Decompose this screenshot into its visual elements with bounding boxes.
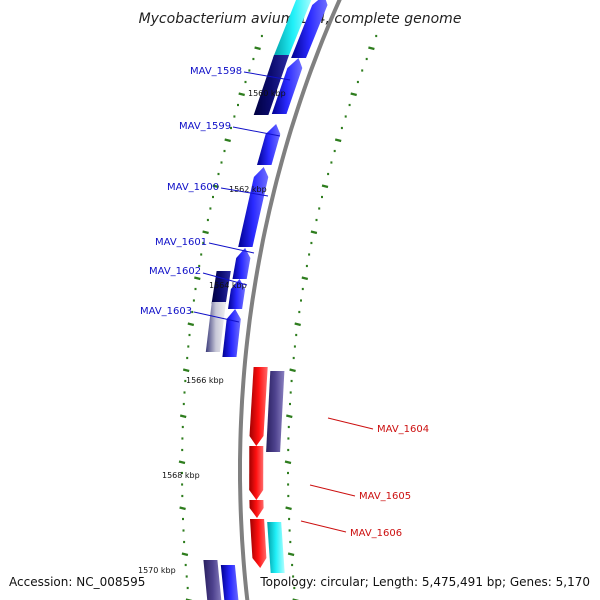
accession-text: Accession: NC_008595 [9, 575, 145, 589]
gene-label[interactable]: MAV_1601 [155, 237, 207, 248]
gene-leader-line [208, 242, 255, 254]
gc-tick [368, 46, 375, 51]
gene-arrow [266, 371, 285, 452]
gene-label[interactable]: MAV_1603 [140, 306, 192, 317]
gene-label[interactable]: MAV_1599 [179, 121, 231, 132]
gene-label[interactable]: MAV_1605 [359, 491, 411, 502]
scale-label: 1560 kbp [248, 89, 286, 98]
gc-tick [321, 184, 329, 189]
gene-leader-line [243, 71, 291, 81]
gene-leader-line [232, 126, 281, 137]
gc-tick [187, 322, 195, 327]
gc-tick [310, 230, 318, 235]
gene-arrow [232, 248, 251, 279]
gene-label[interactable]: MAV_1606 [350, 528, 402, 539]
gc-tick [294, 322, 301, 327]
gene-label[interactable]: MAV_1598 [190, 66, 242, 77]
gene-arrow [267, 522, 285, 573]
scale-labels: 1560 kbp 1562 kbp 1564 kbp 1566 kbp 1568 kbp… [138, 89, 286, 575]
gc-tick [178, 460, 186, 465]
gene-arrow [249, 500, 264, 518]
gc-tick [224, 138, 231, 143]
gene-label[interactable]: MAV_1602 [149, 266, 201, 277]
gc-tick [289, 368, 296, 373]
gc-tick [202, 230, 209, 235]
gene-leader-line [327, 417, 374, 430]
gc-tick [284, 460, 292, 465]
gene-arrow [253, 55, 289, 115]
gc-tick [334, 138, 342, 143]
gene-leader-line [300, 520, 347, 533]
gene-labels: MAV_1598 MAV_1599 MAV_1600 MAV_1601 MAV_1602… [140, 66, 429, 539]
gc-tick [194, 276, 201, 281]
gc-tick [179, 414, 187, 419]
gene-leader-line [220, 187, 269, 197]
genome-backbone [238, 0, 342, 600]
gene-arrow [249, 446, 264, 500]
gene-label[interactable]: MAV_1600 [167, 182, 219, 193]
gene-arrow [203, 560, 222, 600]
gc-tick [350, 92, 357, 97]
gene-arrow [238, 167, 269, 247]
gene-arrow [220, 565, 239, 600]
gc-tick [182, 368, 190, 373]
gene-leader-line [309, 484, 356, 497]
scale-label: 1564 kbp [209, 281, 247, 290]
gc-tick [179, 506, 186, 511]
scale-label: 1562 kbp [229, 185, 267, 194]
gc-tick [254, 46, 261, 51]
gene-arrow [271, 58, 303, 114]
scale-label: 1566 kbp [186, 376, 224, 385]
gene-arrow [272, 0, 312, 58]
gene-arrow [205, 302, 226, 352]
scale-label: 1568 kbp [162, 471, 200, 480]
gene-arrow [228, 279, 246, 309]
gene-leader-line [193, 311, 240, 323]
gc-tick [238, 92, 245, 97]
gc-tick [212, 184, 219, 189]
gc-tick [181, 552, 189, 557]
gene-arrow [250, 519, 267, 568]
gc-tick-track [178, 34, 378, 600]
gene-label[interactable]: MAV_1604 [377, 424, 429, 435]
gc-tick [285, 506, 292, 511]
gene-arrow [222, 309, 241, 357]
gc-tick [286, 414, 293, 419]
gc-tick [301, 276, 309, 281]
gc-tick [287, 552, 295, 557]
gene-arrow [291, 0, 328, 58]
gene-arrow [257, 124, 281, 165]
gene-arrow [249, 367, 268, 446]
scale-label: 1570 kbp [138, 566, 176, 575]
gene-leader-line [202, 272, 248, 286]
genome-summary-text: Topology: circular; Length: 5,475,491 bp… [259, 575, 590, 589]
gene-features [203, 0, 328, 600]
